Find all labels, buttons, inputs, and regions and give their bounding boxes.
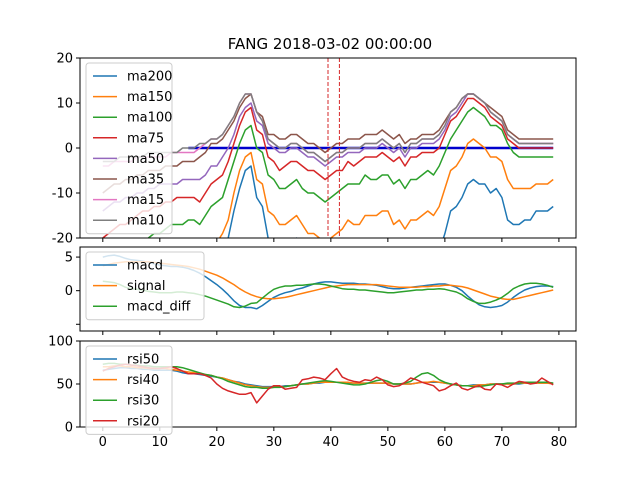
legend-label-ma15: ma15 — [127, 193, 164, 208]
x-tick-label: 70 — [494, 435, 511, 450]
y-tick-label: -10 — [52, 187, 73, 202]
legend: macd signal macd_diff — [85, 251, 205, 321]
x-tick-label: 20 — [209, 435, 226, 450]
y-tick-label: 0 — [65, 284, 73, 299]
legend-label-macd: macd — [127, 259, 163, 274]
panel-1: -20-1001020ma200ma150ma100ma75ma50ma35ma… — [52, 52, 577, 247]
panel-2: 0 5 macd signal macd_diff — [65, 246, 577, 335]
series-line-rsi20 — [102, 363, 554, 404]
legend-label-rsi50: rsi50 — [127, 353, 159, 368]
legend-box — [85, 345, 173, 435]
legend-label-rsi20: rsi20 — [127, 414, 159, 429]
y-tick-label: 10 — [56, 97, 73, 112]
legend-label-ma75: ma75 — [127, 131, 164, 146]
series-line-rsi40 — [102, 365, 554, 389]
legend-label-ma200: ma200 — [127, 70, 172, 85]
y-tick-label: -20 — [52, 232, 73, 247]
plot-area: -20-1001020ma200ma150ma100ma75ma50ma35ma… — [48, 52, 577, 450]
series-line-ma150 — [218, 138, 554, 238]
panel-frame — [79, 246, 577, 332]
legend-label-rsi30: rsi30 — [127, 394, 159, 409]
chart-title: FANG 2018-03-02 00:00:00 — [228, 35, 432, 53]
y-tick-label: 5 — [65, 251, 73, 266]
x-tick-label: 50 — [380, 435, 397, 450]
y-tick-label: 50 — [56, 378, 73, 393]
x-tick-label: 60 — [437, 435, 454, 450]
legend: rsi50 rsi40 rsi30 rsi20 — [85, 345, 173, 435]
legend-label-rsi40: rsi40 — [127, 373, 159, 388]
legend-label-ma100: ma100 — [127, 111, 172, 126]
legend-box — [85, 62, 173, 235]
legend: ma200 ma150 ma100 ma75 ma50 ma35 ma15 ma10 — [85, 62, 173, 235]
x-tick-label: 30 — [266, 435, 283, 450]
series-line-ma10 — [102, 93, 554, 163]
y-tick-label: 0 — [65, 142, 73, 157]
x-tick-label: 0 — [99, 435, 107, 450]
x-tick-label: 80 — [551, 435, 568, 450]
series-line-ma200 — [227, 165, 554, 238]
panel-plot — [102, 362, 554, 404]
y-tick-label: 100 — [48, 335, 73, 350]
y-tick-label: 0 — [65, 421, 73, 436]
x-tick-label: 40 — [323, 435, 340, 450]
legend-label-macd_diff: macd_diff — [127, 300, 191, 315]
legend-label-ma150: ma150 — [127, 90, 172, 105]
legend-label-signal: signal — [127, 279, 165, 294]
x-tick-label: 10 — [152, 435, 169, 450]
y-tick-label: 20 — [56, 52, 73, 67]
legend-label-ma35: ma35 — [127, 173, 164, 188]
legend-label-ma10: ma10 — [127, 214, 164, 229]
legend-label-ma50: ma50 — [127, 152, 164, 167]
series-line-ma75 — [102, 97, 554, 238]
legend-box — [85, 251, 205, 321]
